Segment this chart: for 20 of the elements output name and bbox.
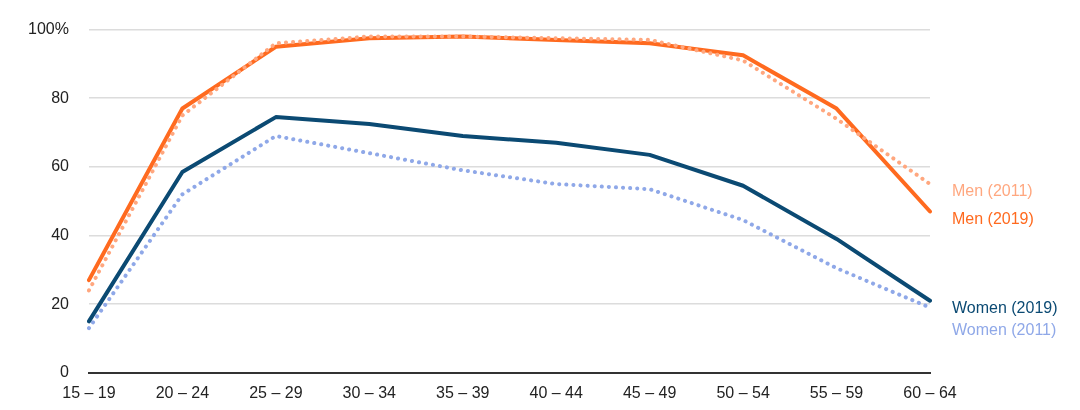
y-tick-label: 20 (51, 294, 70, 312)
y-tick-label: 0 (60, 363, 70, 381)
series-label: Men (2011) (952, 182, 1033, 200)
series-label: Women (2019) (952, 299, 1058, 317)
x-tick-label: 60 – 64 (903, 383, 957, 401)
series-label: Men (2019) (952, 209, 1034, 227)
x-tick-label: 35 – 39 (436, 383, 490, 401)
x-tick-label: 45 – 49 (622, 383, 677, 401)
y-tick-label: 100% (28, 20, 69, 38)
x-tick-label: 15 – 19 (62, 383, 116, 401)
x-tick-label: 30 – 34 (342, 383, 397, 401)
y-tick-label: 40 (51, 225, 70, 243)
series-label: Women (2011) (952, 321, 1057, 339)
y-tick-label: 60 (51, 157, 70, 175)
x-tick-label: 50 – 54 (716, 383, 770, 401)
y-tick-label: 80 (51, 88, 70, 106)
x-tick-label: 20 – 24 (155, 383, 210, 401)
x-tick-label: 55 – 59 (809, 383, 864, 401)
x-tick-label: 25 – 29 (249, 383, 303, 401)
x-tick-label: 40 – 44 (529, 383, 583, 401)
